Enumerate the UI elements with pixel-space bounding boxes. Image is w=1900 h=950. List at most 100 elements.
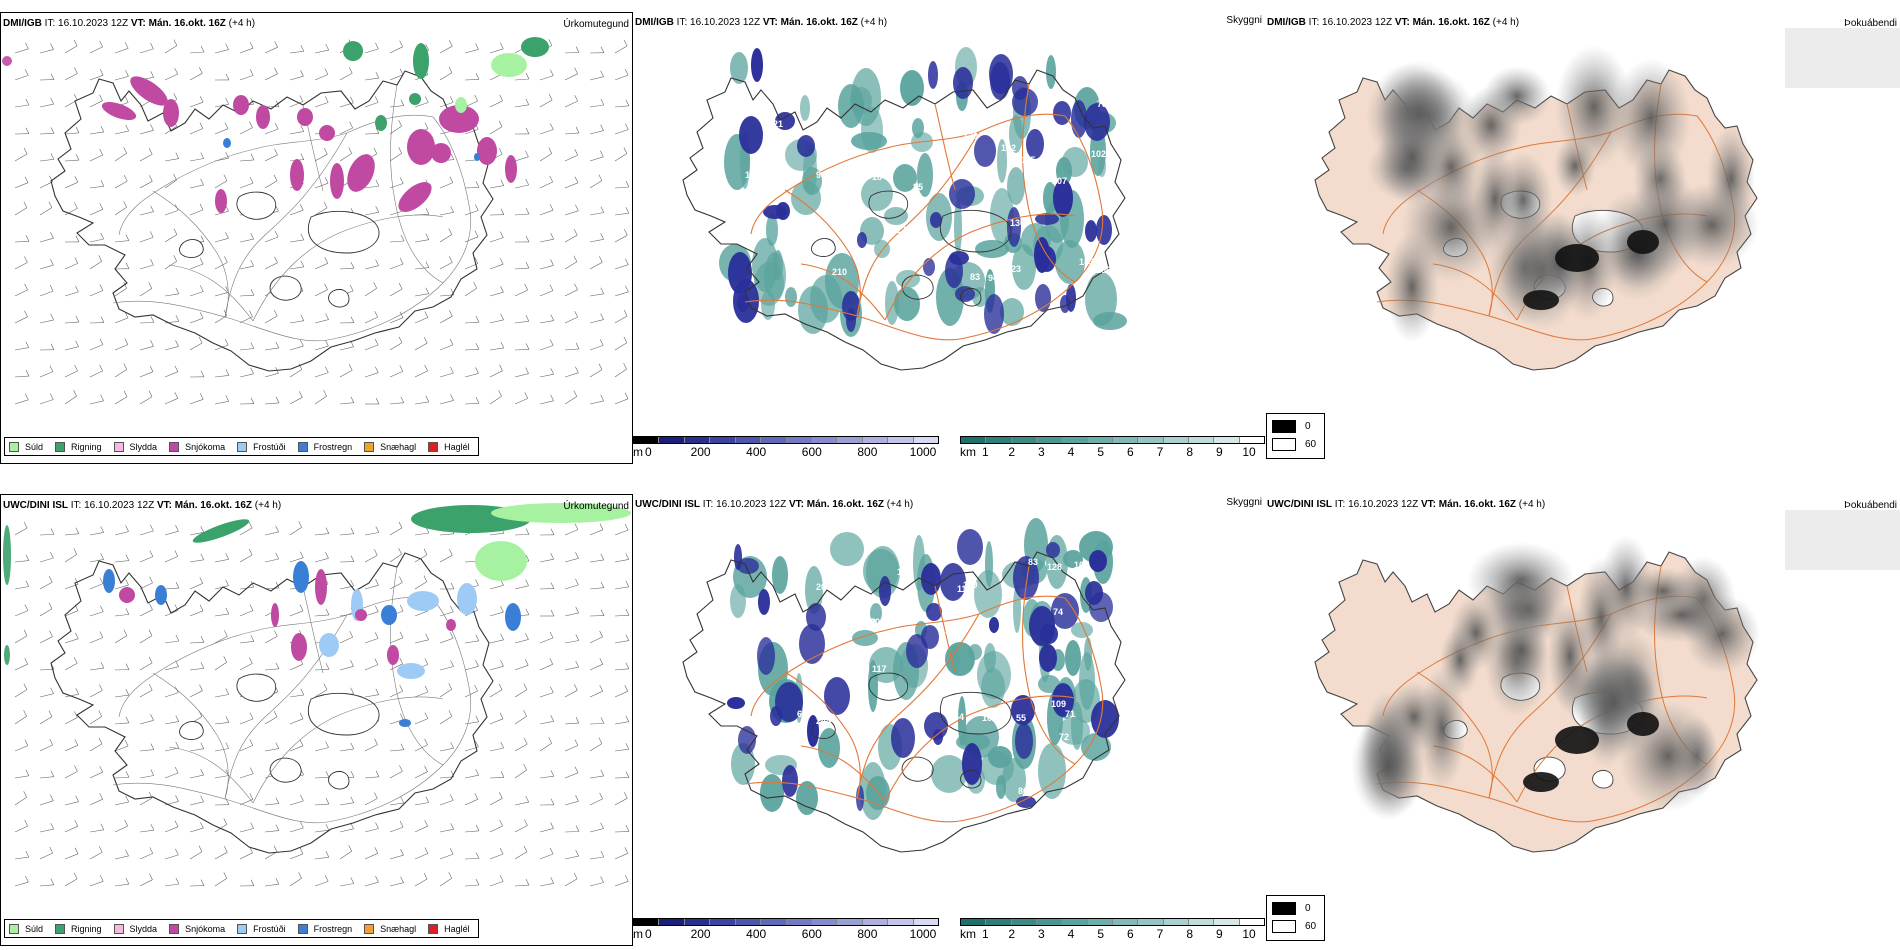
wind-barb bbox=[564, 210, 579, 216]
wind-barb bbox=[189, 209, 204, 216]
init-label: IT: bbox=[70, 500, 82, 511]
wind-barb bbox=[14, 527, 28, 536]
wind-barb bbox=[364, 828, 379, 833]
wind-barb-feather bbox=[348, 67, 353, 74]
wind-barb-feather bbox=[73, 93, 78, 101]
fog-legend-swatch bbox=[1272, 920, 1296, 933]
wind-barb bbox=[114, 207, 127, 216]
wind-barb-feather bbox=[123, 629, 128, 636]
wind-barb bbox=[114, 344, 129, 351]
wind-barb bbox=[114, 153, 127, 162]
wind-barb bbox=[264, 262, 278, 270]
cloud-base-value: 296 bbox=[1096, 265, 1111, 275]
visibility-area bbox=[945, 642, 975, 676]
wind-barb-feather bbox=[374, 549, 378, 556]
wind-barb bbox=[64, 801, 79, 806]
wind-barb-feather bbox=[475, 769, 479, 776]
wind-barb bbox=[614, 831, 630, 833]
wind-barb bbox=[614, 640, 629, 644]
wind-barb-feather bbox=[50, 97, 54, 105]
wind-barb bbox=[289, 664, 303, 671]
wind-barb bbox=[464, 799, 478, 806]
wind-barb-feather bbox=[500, 605, 504, 613]
wind-barb bbox=[264, 73, 278, 81]
wind-barb bbox=[39, 159, 54, 162]
wind-barb-feather bbox=[348, 845, 352, 852]
wind-barb bbox=[214, 344, 229, 351]
wind-barb-feather bbox=[300, 70, 304, 77]
panel-title: Úrkomutegund bbox=[563, 19, 629, 30]
colorbar-swatches bbox=[633, 436, 939, 444]
wind-barb bbox=[514, 689, 528, 698]
wind-barb-feather bbox=[399, 40, 403, 47]
fog-index-area bbox=[1467, 542, 1575, 618]
wind-barb-feather bbox=[624, 392, 629, 399]
wind-barb bbox=[39, 668, 55, 671]
wind-barb-feather bbox=[123, 174, 128, 182]
wind-barb-feather bbox=[375, 42, 379, 50]
wind-barb-feather bbox=[199, 122, 204, 129]
wind-barb bbox=[489, 370, 503, 378]
precip-area-area bbox=[130, 76, 168, 106]
wind-barb-feather bbox=[425, 395, 430, 403]
wind-barb-feather bbox=[374, 658, 379, 665]
wind-barb bbox=[39, 608, 53, 617]
wind-barb bbox=[89, 583, 104, 590]
wind-barb-feather bbox=[375, 526, 380, 533]
wind-barb-feather bbox=[598, 363, 603, 370]
legend-label: Frostregn bbox=[313, 441, 353, 452]
precip-area-area bbox=[119, 587, 135, 603]
visibility-area bbox=[874, 240, 890, 258]
wind-barb bbox=[414, 102, 429, 108]
precip-area-area bbox=[431, 143, 451, 163]
wind-barb-feather bbox=[225, 369, 230, 376]
wind-barb-feather bbox=[573, 255, 578, 262]
wind-barb bbox=[439, 234, 452, 243]
wind-barb-feather bbox=[400, 876, 404, 883]
wind-barb-feather bbox=[424, 820, 428, 827]
wind-barb-feather bbox=[450, 660, 454, 667]
wind-barb bbox=[14, 775, 29, 779]
wind-barb bbox=[64, 73, 78, 81]
init-time: 16.10.2023 12Z bbox=[1322, 17, 1393, 28]
colorbar-tick: 1 bbox=[982, 445, 989, 459]
wind-barb-feather bbox=[399, 365, 404, 372]
wind-barb-feather bbox=[50, 73, 55, 80]
visibility-area bbox=[1065, 640, 1081, 676]
legend-item: Frostregn bbox=[297, 441, 353, 452]
wind-barb bbox=[139, 662, 153, 671]
wind-barb-feather bbox=[150, 71, 154, 78]
wind-barb-feather bbox=[475, 397, 480, 404]
wind-barb bbox=[564, 100, 578, 108]
wind-barb-feather bbox=[98, 255, 102, 262]
wind-barb-feather bbox=[224, 630, 228, 637]
colorbar-cell bbox=[1011, 919, 1037, 925]
wind-barb-feather bbox=[24, 604, 29, 611]
wind-barb-feather bbox=[249, 310, 253, 317]
visibility-area bbox=[893, 164, 917, 192]
wind-barb bbox=[364, 372, 379, 378]
wind-barb-feather bbox=[25, 850, 30, 858]
wind-barb-feather bbox=[599, 658, 604, 665]
precip-area-area bbox=[291, 633, 307, 661]
wind-barb bbox=[214, 49, 229, 54]
wind-barb bbox=[539, 209, 554, 216]
colorbar-cell bbox=[862, 437, 889, 443]
wind-barb bbox=[564, 558, 579, 563]
wind-barb bbox=[39, 744, 53, 752]
wind-barb-feather bbox=[525, 72, 530, 80]
wind-barb-feather bbox=[424, 712, 429, 719]
wind-barb bbox=[214, 180, 228, 189]
wind-barb bbox=[489, 319, 504, 324]
precip-area bbox=[2, 37, 549, 213]
wind-barb bbox=[189, 748, 204, 752]
wind-barb bbox=[389, 854, 404, 860]
wind-barb-feather bbox=[100, 605, 104, 612]
cloud-base-area bbox=[1071, 100, 1087, 138]
precip-area-area bbox=[399, 719, 411, 727]
wind-barb bbox=[614, 398, 629, 405]
wind-barb-feather bbox=[523, 737, 528, 745]
wind-barb-feather bbox=[550, 394, 554, 401]
wind-barb bbox=[214, 375, 229, 378]
wind-barb bbox=[339, 748, 354, 752]
